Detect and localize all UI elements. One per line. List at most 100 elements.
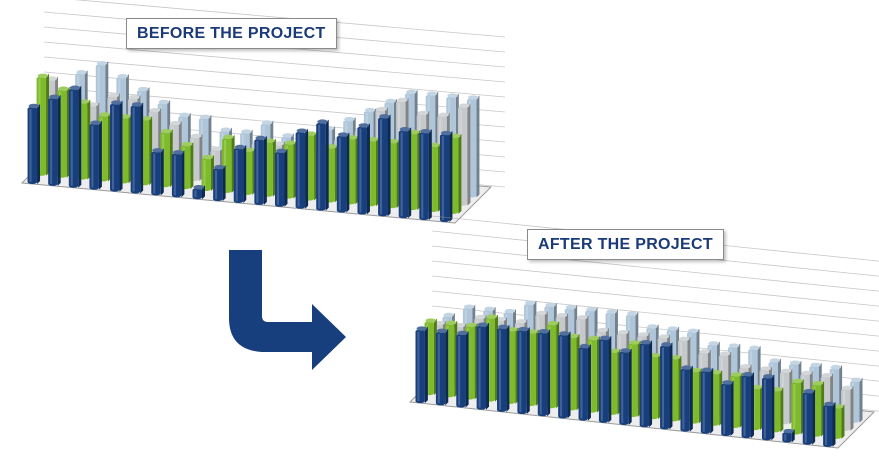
bar-top xyxy=(425,318,436,323)
bar-side xyxy=(669,342,673,430)
bar-highlight xyxy=(804,394,807,443)
bar-top xyxy=(399,127,411,132)
bar-top xyxy=(46,76,58,81)
bar-top xyxy=(179,112,190,118)
chart-title-after: AFTER THE PROJECT xyxy=(527,229,724,260)
bar-highlight xyxy=(224,139,227,191)
bar-top xyxy=(76,70,87,75)
bar xyxy=(151,148,164,196)
bar-top xyxy=(388,138,399,144)
bar-top xyxy=(408,129,420,135)
bar-top xyxy=(379,114,390,119)
bar-top xyxy=(440,130,452,136)
bar-highlight xyxy=(256,140,259,203)
bar-top xyxy=(821,372,833,378)
bar-side xyxy=(832,401,836,447)
bar-highlight xyxy=(173,155,176,196)
bar-top xyxy=(454,323,466,328)
bar-front xyxy=(782,432,792,443)
bar-side xyxy=(160,148,164,196)
bar-side xyxy=(730,380,734,436)
bar-front xyxy=(598,338,609,423)
bar-side xyxy=(346,132,350,213)
bar-top xyxy=(495,316,507,322)
bar-front xyxy=(192,188,203,200)
bar xyxy=(476,322,490,410)
bar-side xyxy=(119,100,123,192)
gridline xyxy=(431,260,879,307)
bar xyxy=(439,130,453,223)
bar-top xyxy=(120,114,131,119)
bar-front xyxy=(68,88,79,188)
bar-top xyxy=(547,321,559,326)
bar-side xyxy=(710,367,714,434)
bar xyxy=(721,380,734,436)
bar-top xyxy=(140,116,152,121)
bar-top xyxy=(305,131,317,136)
bar-top xyxy=(170,120,181,126)
bar-top xyxy=(152,148,163,153)
bar-side xyxy=(812,389,816,445)
bar-top xyxy=(801,370,812,376)
bar-side xyxy=(366,123,370,215)
bar-top xyxy=(833,404,844,409)
bar-top xyxy=(172,150,184,155)
bar-top xyxy=(223,134,234,140)
bar-top xyxy=(760,366,771,371)
bar-top xyxy=(783,428,794,434)
bar-highlight xyxy=(458,335,461,406)
bar-top xyxy=(445,320,457,325)
bar-top xyxy=(275,148,287,154)
bar-top xyxy=(346,135,358,140)
bar-top xyxy=(516,319,527,324)
bar-highlight xyxy=(580,349,583,419)
bar xyxy=(274,148,288,207)
bar xyxy=(639,339,653,428)
bar xyxy=(110,100,123,192)
bar-side xyxy=(649,340,653,428)
bar-top xyxy=(658,334,670,339)
bar-top xyxy=(780,368,792,373)
bar-top xyxy=(337,132,349,137)
bar-front xyxy=(316,122,326,211)
bar-side xyxy=(850,385,854,431)
bar-top xyxy=(617,330,629,335)
bar-side xyxy=(78,85,82,188)
bar-side xyxy=(859,377,863,423)
bar-side xyxy=(628,348,632,425)
bar-top xyxy=(28,103,40,109)
bar-front xyxy=(660,345,670,430)
bar-top xyxy=(96,61,108,66)
bar-side xyxy=(190,142,194,190)
bar-front xyxy=(823,404,833,447)
bar-front xyxy=(151,151,161,196)
bar-top xyxy=(751,384,762,390)
bar-highlight xyxy=(203,160,206,190)
bar-highlight xyxy=(539,334,542,415)
bar-highlight xyxy=(784,434,787,441)
bar-front xyxy=(741,375,751,439)
bar-highlight xyxy=(519,332,522,413)
bar-top xyxy=(296,128,308,133)
bar-top xyxy=(842,385,853,391)
bar-top xyxy=(649,352,661,358)
bar xyxy=(398,127,412,219)
bar-highlight xyxy=(743,377,746,437)
bar xyxy=(192,184,206,200)
bar xyxy=(27,103,41,184)
bar-side xyxy=(305,128,309,209)
bar-top xyxy=(463,304,475,309)
bar xyxy=(130,102,144,194)
bar-chart-after xyxy=(408,215,879,449)
bar-highlight xyxy=(441,136,444,221)
bar xyxy=(660,342,673,430)
bar-highlight xyxy=(498,329,501,410)
bar-top xyxy=(545,302,556,308)
bar-front xyxy=(336,135,347,213)
bar-top xyxy=(647,324,658,329)
bar-top xyxy=(87,102,99,107)
bar-top xyxy=(255,135,266,141)
bar-front xyxy=(517,330,527,415)
bar-highlight xyxy=(29,108,32,182)
bar xyxy=(700,367,714,434)
